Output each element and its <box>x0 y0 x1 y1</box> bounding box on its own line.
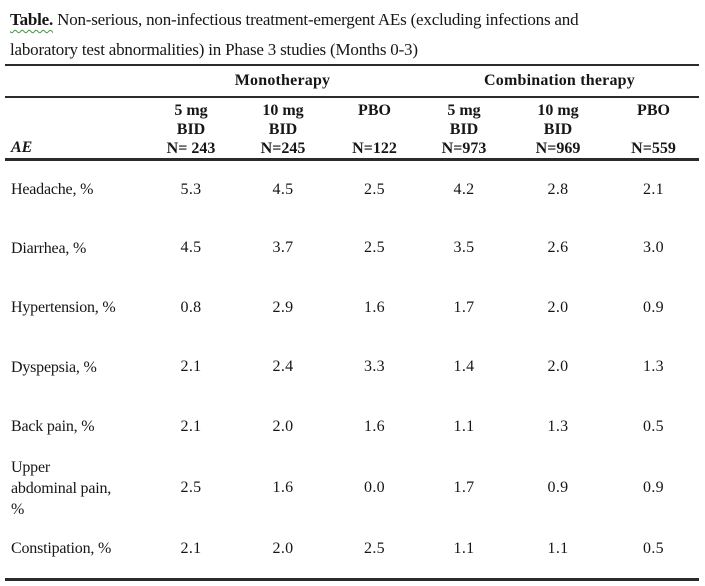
row-label: Back pain, % <box>11 418 95 436</box>
row-label: Diarrhea, % <box>11 239 87 257</box>
dose-label: 5 mg <box>174 101 208 119</box>
value-cell: 1.6 <box>364 417 385 435</box>
column-header-ae: AE <box>5 97 145 161</box>
value-cell: 2.9 <box>272 298 294 316</box>
n-label: N=559 <box>631 139 676 157</box>
column-header-row: AE 5 mg BID N= 243 10 mg BID N=245 PBO N… <box>5 97 699 161</box>
value-cell: 0.5 <box>608 519 699 581</box>
value-cell: 1.6 <box>364 298 385 316</box>
n-label: N= 243 <box>166 139 216 157</box>
column-header-mono-5mg: 5 mg BID N= 243 <box>145 97 237 161</box>
n-label: N=973 <box>441 139 487 157</box>
value-cell: 0.9 <box>643 298 664 316</box>
table-row-dyspepsia: Dyspepsia, % 2.1 2.4 3.3 1.4 2.0 1.3 <box>5 338 699 398</box>
value-cell: 2.5 <box>329 519 420 581</box>
table-row-back-pain: Back pain, % 2.1 2.0 1.6 1.1 1.3 0.5 <box>5 397 699 457</box>
freq-label: BID <box>449 120 479 138</box>
column-header-mono-pbo: PBO N=122 <box>329 97 420 161</box>
value-cell: 2.0 <box>547 298 569 316</box>
value-cell: 0.8 <box>180 298 202 316</box>
value-cell: 2.5 <box>364 180 385 198</box>
value-cell: 1.3 <box>547 417 569 435</box>
value-cell: 4.5 <box>180 239 202 257</box>
value-cell: 3.0 <box>643 239 664 257</box>
value-cell: 2.1 <box>180 358 202 376</box>
dose-label: 10 mg <box>537 101 579 119</box>
freq-label: BID <box>268 120 298 138</box>
value-cell: 0.0 <box>364 479 385 496</box>
value-cell: 0.9 <box>643 479 664 496</box>
column-header-mono-10mg: 10 mg BID N=245 <box>237 97 329 161</box>
n-label: N=245 <box>260 139 306 157</box>
value-cell: 2.6 <box>547 239 569 257</box>
value-cell: 1.4 <box>453 358 475 376</box>
table-caption-line1: Non-serious, non-infectious treatment-em… <box>53 10 579 29</box>
table-row-hypertension: Hypertension, % 0.8 2.9 1.6 1.7 2.0 0.9 <box>5 278 699 338</box>
value-cell: 3.5 <box>453 239 475 257</box>
ae-label: AE <box>11 138 33 156</box>
value-cell: 2.0 <box>547 358 569 376</box>
value-cell: 1.3 <box>643 358 664 376</box>
group-header-spacer <box>5 64 145 98</box>
value-cell: 1.7 <box>453 298 475 316</box>
value-cell: 4.5 <box>272 180 294 198</box>
row-label: Upper abdominal pain, % <box>11 458 112 518</box>
value-cell: 2.1 <box>643 180 664 198</box>
value-cell: 3.7 <box>272 239 294 257</box>
freq-label: BID <box>543 120 573 138</box>
n-label: N=969 <box>535 139 581 157</box>
table-caption-lead: Table. <box>10 10 54 29</box>
value-cell: 1.7 <box>453 479 475 496</box>
column-header-combo-5mg: 5 mg BID N=973 <box>420 97 508 161</box>
value-cell: 1.1 <box>453 417 475 435</box>
group-header-monotherapy: Monotherapy <box>145 64 420 98</box>
value-cell: 2.0 <box>272 417 294 435</box>
row-label: Constipation, % <box>5 519 145 581</box>
value-cell: 1.1 <box>420 519 508 581</box>
group-header-row: Monotherapy Combination therapy <box>5 64 699 98</box>
value-cell: 2.8 <box>547 180 569 198</box>
value-cell: 0.9 <box>547 479 569 496</box>
value-cell: 5.3 <box>180 180 202 198</box>
table-caption: Table. Non-serious, non-infectious treat… <box>10 5 700 65</box>
value-cell: 1.6 <box>272 479 294 496</box>
table-row-constipation: Constipation, % 2.1 2.0 2.5 1.1 1.1 0.5 <box>5 519 699 581</box>
value-cell: 2.5 <box>180 479 202 496</box>
table-row-diarrhea: Diarrhea, % 4.5 3.7 2.5 3.5 2.6 3.0 <box>5 219 699 279</box>
table-row-headache: Headache, % 5.3 4.5 2.5 4.2 2.8 2.1 <box>5 159 699 219</box>
dose-label: PBO <box>358 101 391 119</box>
row-label: Headache, % <box>11 181 94 198</box>
dose-label: PBO <box>637 101 670 119</box>
ae-table: Monotherapy Combination therapy AE 5 mg … <box>5 64 699 581</box>
freq-label <box>608 120 699 139</box>
group-header-combination-therapy: Combination therapy <box>420 64 699 98</box>
dose-label: 10 mg <box>262 101 304 119</box>
value-cell: 4.2 <box>453 180 475 198</box>
value-cell: 2.1 <box>180 417 202 435</box>
row-label: Hypertension, % <box>11 299 116 317</box>
row-label: Dyspepsia, % <box>11 358 97 376</box>
freq-label: BID <box>176 120 206 138</box>
value-cell: 0.5 <box>643 417 664 435</box>
value-cell: 2.0 <box>237 519 329 581</box>
value-cell: 3.3 <box>364 358 385 376</box>
n-label: N=122 <box>352 139 397 157</box>
table-row-upper-abdominal-pain: Upper abdominal pain, % 2.5 1.6 0.0 1.7 … <box>5 457 699 520</box>
value-cell: 1.1 <box>508 519 608 581</box>
column-header-combo-10mg: 10 mg BID N=969 <box>508 97 608 161</box>
dose-label: 5 mg <box>447 101 481 119</box>
value-cell: 2.4 <box>272 358 294 376</box>
table-caption-line2: laboratory test abnormalities) in Phase … <box>10 40 418 59</box>
column-header-combo-pbo: PBO N=559 <box>608 97 699 161</box>
freq-label <box>329 120 420 139</box>
value-cell: 2.1 <box>145 519 237 581</box>
value-cell: 2.5 <box>364 239 385 257</box>
